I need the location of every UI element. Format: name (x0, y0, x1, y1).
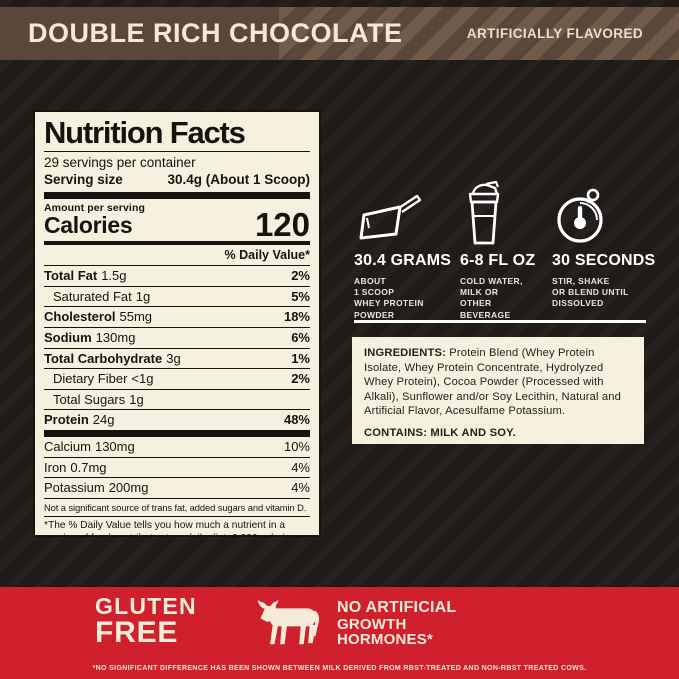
no-hormones-line3: HORMONES* (337, 631, 433, 649)
ingredients-box: INGREDIENTS: Protein Blend (Whey Protein… (352, 337, 644, 444)
nutrient-dv: 4% (291, 459, 310, 475)
nutrient-name: Cholesterol (44, 309, 116, 325)
diagonal-stripes-decoration (279, 7, 679, 60)
medium-divider (44, 241, 310, 246)
nutrient-name: Total Sugars (53, 391, 126, 407)
serving-size-value: 30.4g (About 1 Scoop) (167, 172, 310, 188)
flavor-note: ARTIFICIALLY FLAVORED (466, 26, 643, 41)
calories-value: 120 (254, 206, 310, 244)
scoop-icon (359, 194, 422, 240)
nutrition-row-total-fat: Total Fat 1.5g 2% (44, 266, 310, 287)
direction-detail: COLD WATER, MILK OR OTHER BEVERAGE (460, 276, 523, 320)
amount-per-serving-label: Amount per serving (44, 202, 145, 215)
timer-icon (557, 188, 603, 243)
ingredients-text: INGREDIENTS: Protein Blend (Whey Protein… (364, 346, 632, 419)
direction-scoop: 30.4 GRAMS ABOUT 1 SCOOP WHEY PROTEIN PO… (354, 183, 460, 321)
nutrient-name: Potassium (44, 480, 105, 496)
nutrient-dv: 10% (283, 439, 310, 455)
flavor-title: DOUBLE RICH CHOCOLATE (28, 18, 403, 48)
horizontal-rule (354, 320, 646, 323)
no-hormones-claim: NO ARTIFICIAL GROWTH HORMONES* (337, 599, 457, 649)
nutrient-name: Total Fat (44, 268, 98, 284)
nutrient-amount: 130mg (95, 330, 136, 346)
calories-label: Calories (44, 212, 133, 239)
nutrient-amount: <1g (131, 371, 154, 387)
nutrition-row-protein: Protein 24g 48% (44, 410, 310, 430)
nutrient-name: Dietary Fiber (53, 371, 128, 387)
nutrient-name: Calcium (44, 439, 91, 455)
directions-section: 30.4 GRAMS ABOUT 1 SCOOP WHEY PROTEIN PO… (354, 180, 656, 321)
nutrition-row-saturated-fat: Saturated Fat 1g 5% (44, 287, 310, 308)
gluten-free-badge: GLUTEN FREE (95, 595, 197, 647)
footer-claims-bar: GLUTEN FREE NO ARTIFICIAL GROWTH HORMONE… (0, 587, 679, 679)
nutrient-amount: 1g (135, 288, 151, 304)
gluten-free-bottom: FREE (95, 615, 179, 649)
direction-detail: ABOUT 1 SCOOP WHEY PROTEIN POWDER (354, 276, 424, 320)
nutrient-name: Saturated Fat (53, 288, 132, 304)
thick-divider (44, 430, 310, 438)
not-significant-note: Not a significant source of trans fat, a… (44, 499, 310, 517)
direction-heading: 6-8 FL OZ (460, 252, 536, 269)
serving-size-row: Serving size 30.4g (About 1 Scoop) (44, 170, 310, 192)
nutrition-row-total-sugars: Total Sugars 1g (44, 390, 310, 411)
allergen-contains-text: CONTAINS: MILK AND SOY. (364, 426, 516, 439)
nutrient-dv: 4% (291, 480, 310, 496)
nutrient-dv: 1% (291, 350, 310, 366)
nutrient-name: Sodium (44, 330, 92, 346)
nutrition-row-iron: Iron 0.7mg 4% (44, 458, 310, 479)
nutrient-amount: 1.5g (101, 268, 127, 284)
nutrition-row-calcium: Calcium 130mg 10% (44, 437, 310, 458)
nutrient-dv: 5% (291, 288, 310, 304)
nutrient-amount: 24g (92, 412, 115, 428)
direction-liquid: 6-8 FL OZ COLD WATER, MILK OR OTHER BEVE… (460, 180, 552, 321)
nutrient-dv: 2% (291, 371, 310, 387)
nutrient-name: Total Carbohydrate (44, 350, 163, 366)
thick-divider (44, 192, 310, 200)
nutrient-name: Protein (44, 412, 89, 428)
nutrition-row-total-carbohydrate: Total Carbohydrate 3g 1% (44, 349, 310, 370)
nutrient-amount: 0.7mg (70, 459, 107, 475)
ingredients-label: INGREDIENTS: (364, 347, 446, 359)
shaker-icon (468, 180, 500, 245)
calories-row: Calories 120 (44, 206, 310, 244)
no-hormones-line1: NO ARTIFICIAL (337, 599, 457, 616)
nutrient-amount: 55mg (119, 309, 153, 325)
rbst-disclaimer: *NO SIGNIFICANT DIFFERENCE HAS BEEN SHOW… (92, 665, 587, 672)
nutrient-dv: 2% (291, 268, 310, 284)
nutrition-facts-panel: Nutrition Facts 29 servings per containe… (33, 110, 321, 537)
daily-value-footnote: *The % Daily Value tells you how much a … (44, 519, 304, 535)
nutrition-row-potassium: Potassium 200mg 4% (44, 478, 310, 499)
direction-heading: 30 SECONDS (552, 252, 656, 269)
direction-detail: STIR, SHAKE OR BLEND UNTIL DISSOLVED (552, 276, 629, 309)
nutrient-amount: 1g (129, 391, 144, 407)
nutrition-row-dietary-fiber: Dietary Fiber <1g 2% (44, 369, 310, 390)
nutrient-amount: 200mg (108, 480, 149, 496)
ingredients-body: Protein Blend (Whey Protein Isolate, Whe… (364, 347, 622, 418)
nutrient-dv: 48% (283, 412, 310, 428)
cow-icon (257, 599, 320, 645)
nutrient-amount: 3g (166, 350, 181, 366)
nutrition-facts-title: Nutrition Facts (44, 116, 310, 153)
servings-per-container: 29 servings per container (44, 155, 196, 171)
nutrient-dv: 18% (283, 309, 310, 325)
direction-time: 30 SECONDS STIR, SHAKE OR BLEND UNTIL DI… (552, 183, 656, 321)
flavor-header-bar: DOUBLE RICH CHOCOLATE ARTIFICIALLY FLAVO… (0, 7, 679, 60)
nutrient-dv: 6% (291, 330, 310, 346)
nutrient-amount: 130mg (94, 439, 135, 455)
nutrition-row-cholesterol: Cholesterol 55mg 18% (44, 307, 310, 329)
gluten-free-top: GLUTEN (95, 593, 197, 619)
daily-value-header: % Daily Value* (44, 245, 310, 267)
nutrient-name: Iron (44, 459, 67, 475)
nutrition-row-sodium: Sodium 130mg 6% (44, 328, 310, 349)
direction-heading: 30.4 GRAMS (354, 252, 452, 269)
no-hormones-line2: GROWTH (337, 615, 407, 633)
serving-size-label: Serving size (44, 172, 123, 188)
